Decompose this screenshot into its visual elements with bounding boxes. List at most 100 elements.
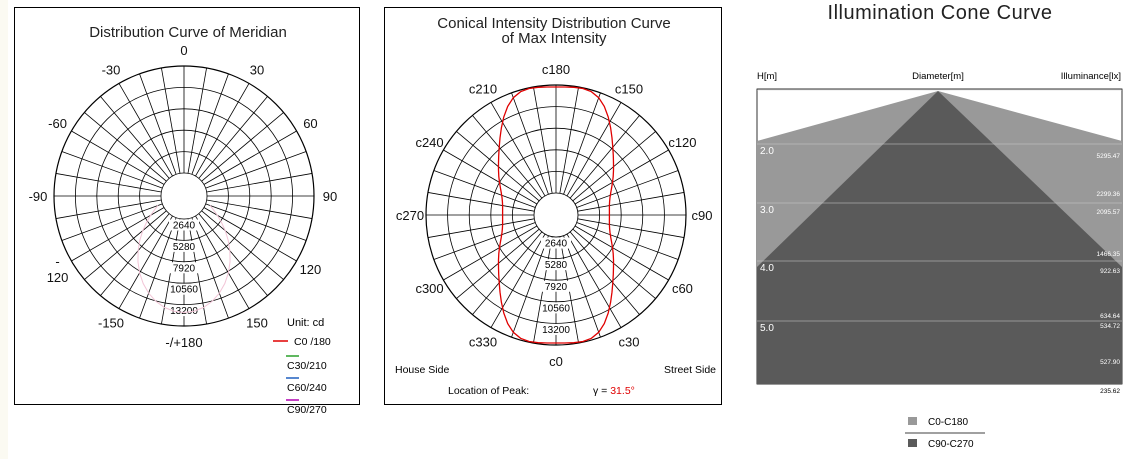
- cone-illuminance-value: 13197.44: [1093, 92, 1120, 99]
- conical-radial-label-bg: [541, 237, 571, 249]
- meridian-angle-label: 150: [246, 315, 268, 330]
- meridian-spoke: [187, 67, 207, 174]
- meridian-angle-label-line: -/+180: [165, 335, 202, 350]
- conical-radial-label: 5280: [545, 260, 568, 271]
- meridian-spoke: [118, 215, 173, 309]
- conical-spoke: [563, 92, 601, 195]
- conical-angle-label: c330: [469, 334, 497, 349]
- conical-angle-label: c270: [396, 208, 424, 223]
- conical-chart-title: Conical Intensity Distribution Curve of …: [385, 16, 723, 46]
- cone-illuminance-value: 922.63: [1100, 268, 1120, 275]
- meridian-radial-label-bg: [169, 305, 199, 317]
- meridian-angle-label-line: 120: [47, 270, 69, 285]
- conical-radial-label: 2640: [545, 239, 568, 250]
- conical-spoke: [563, 235, 601, 338]
- meridian-legend-label: C30/210: [287, 360, 327, 372]
- conical-inner-ring: [533, 192, 579, 238]
- cone-illuminance-value: 2299.36: [1097, 191, 1121, 198]
- cone-illuminance-value: 634.64: [1100, 313, 1120, 320]
- conical-spoke: [490, 233, 546, 328]
- meridian-angle-label-line: 60: [303, 116, 317, 131]
- meridian-radial-label-bg: [169, 240, 199, 252]
- cone-chart-title: Illumination Cone Curve: [827, 2, 1053, 24]
- meridian-angle-label: -90: [29, 189, 48, 204]
- meridian-radial-label: 13200: [170, 306, 198, 317]
- meridian-angle-label: -30: [102, 63, 121, 78]
- conical-radial-label: 7920: [545, 282, 568, 293]
- street-side-label: Street Side: [664, 364, 716, 376]
- meridian-angle-label-line: -30: [102, 63, 121, 78]
- meridian-radial-label: 7920: [173, 263, 196, 274]
- meridian-spoke: [100, 96, 170, 179]
- conical-spoke: [456, 131, 540, 202]
- peak-location-label: Location of Peak:: [448, 385, 529, 397]
- conical-title-line-1: Conical Intensity Distribution Curve: [437, 15, 671, 32]
- meridian-angle-label-line: 120: [300, 262, 322, 277]
- meridian-spoke: [100, 213, 170, 296]
- meridian-legend-label: C90/270: [287, 404, 327, 416]
- cone-illuminance-value: 527.90: [1100, 359, 1120, 366]
- conical-angle-label-line: c30: [619, 334, 640, 349]
- meridian-angle-label: 0: [180, 43, 187, 58]
- cone-chart: H[m] Diameter[m] Illuminance[lx] 1.0 2.0 3.0 4…: [756, 71, 1123, 395]
- meridian-spoke: [191, 217, 229, 319]
- meridian-spoke: [84, 112, 167, 182]
- cone-legend-label: C0-C180: [928, 417, 968, 428]
- meridian-radial-label-bg: [169, 283, 199, 295]
- meridian-spoke: [161, 67, 181, 174]
- meridian-legend: Unit: cd C0 /180 C30/210 C60/240 C90/270: [273, 317, 331, 416]
- cone-c90-c270-area: [757, 91, 1122, 384]
- meridian-spoke: [205, 151, 307, 189]
- meridian-legend-label: C0 /180: [294, 336, 331, 348]
- cone-illuminance-value: 5295.47: [1097, 153, 1121, 160]
- conical-polar-chart: 2640 5280 7920 10560 13200 c180 c150 c120 c90 c60…: [396, 62, 713, 369]
- conical-spoke: [572, 131, 656, 202]
- meridian-spoke: [198, 213, 268, 296]
- conical-spoke: [443, 149, 538, 205]
- conical-spoke: [577, 192, 685, 212]
- cone-legend-swatch: [908, 439, 917, 447]
- conical-angle-label: c180: [542, 62, 570, 77]
- meridian-spoke: [206, 173, 313, 193]
- conical-spoke: [511, 92, 549, 195]
- cone-height-label: 1.0: [760, 92, 774, 103]
- conical-spoke: [427, 192, 535, 212]
- conical-angle-label-line: c90: [692, 208, 713, 223]
- conical-angle-label-line: c330: [469, 334, 497, 349]
- conical-spoke: [566, 102, 622, 197]
- meridian-radial-label-bg: [169, 219, 199, 231]
- conical-spoke: [572, 228, 656, 299]
- meridian-angle-label: -60: [48, 116, 67, 131]
- conical-angle-label-line: c120: [668, 135, 696, 150]
- conical-spoke: [443, 225, 538, 281]
- meridian-angle-label-line: 150: [246, 315, 268, 330]
- cone-illuminance-value: 534.72: [1100, 323, 1120, 330]
- meridian-chart-title: Distribution Curve of Meridian: [89, 24, 287, 41]
- meridian-unit-label: Unit: cd: [287, 317, 324, 329]
- meridian-spoke: [201, 112, 284, 182]
- meridian-inner-ring: [160, 172, 208, 220]
- conical-spoke: [533, 86, 553, 194]
- meridian-spoke: [55, 199, 162, 219]
- conical-angle-label: c150: [615, 82, 643, 97]
- meridian-spoke: [55, 173, 162, 193]
- conical-spoke: [569, 231, 640, 315]
- meridian-radial-label: 2640: [173, 220, 196, 231]
- meridian-angle-label-line: -150: [98, 315, 124, 330]
- cone-col-label-diameter: Diameter[m]: [912, 71, 964, 82]
- conical-angle-label-line: c150: [615, 82, 643, 97]
- conical-angle-label: c0: [549, 354, 563, 369]
- meridian-legend-label: C60/240: [287, 382, 327, 394]
- conical-spoke: [472, 115, 543, 199]
- conical-spoke: [511, 235, 549, 338]
- cone-illuminance-value: 235.62: [1100, 388, 1120, 395]
- conical-angle-label-line: c0: [549, 354, 563, 369]
- meridian-spoke: [118, 83, 173, 177]
- conical-intensity-curve: [497, 86, 615, 344]
- conical-angle-label-line: c270: [396, 208, 424, 223]
- conical-angle-label-line: c60: [672, 281, 693, 296]
- meridian-spoke: [198, 96, 268, 179]
- meridian-spoke: [61, 203, 163, 241]
- meridian-spoke: [203, 130, 297, 185]
- conical-spoke: [433, 222, 536, 260]
